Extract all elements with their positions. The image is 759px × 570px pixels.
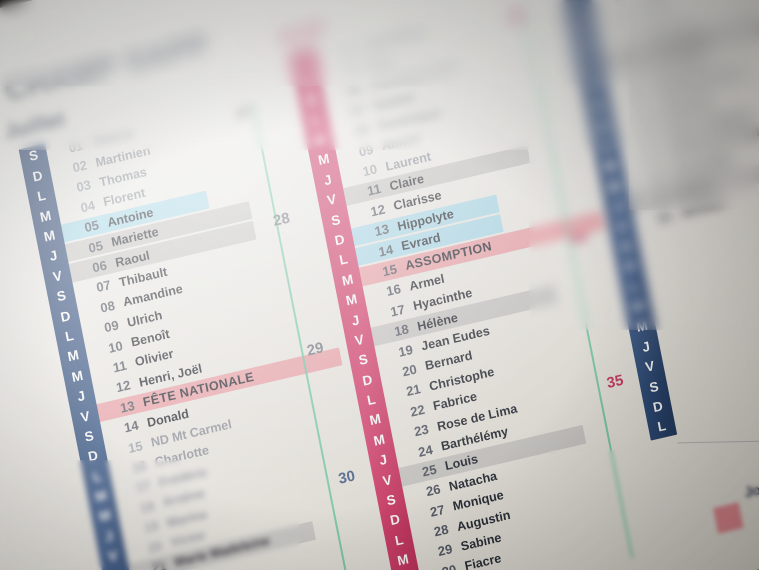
calendar-brand-title: CHAMP SAPP <box>1 27 213 108</box>
legend-color-swatch <box>713 502 744 534</box>
month-title-aout: Août <box>275 16 327 50</box>
month-column-juillet: Juillet SDLMMJVSDLMMJVSDLMMJVSDLMMJVSDL … <box>0 0 357 570</box>
day-number: 30 <box>655 207 673 226</box>
week-number: 30 <box>337 467 357 488</box>
day-letter: L <box>656 418 668 436</box>
week-number: 35 <box>605 371 625 393</box>
week-number: 31 <box>506 6 527 27</box>
legend-label: Jours fériés <box>743 467 759 501</box>
week-number: 34 <box>568 228 589 249</box>
saint-name: Fiacre <box>463 551 503 570</box>
day-number: 21 <box>150 557 168 570</box>
week-number: 28 <box>271 209 292 230</box>
footer-rule <box>677 435 759 444</box>
week-number: 29 <box>305 339 326 360</box>
week-number: 27 <box>234 103 254 124</box>
